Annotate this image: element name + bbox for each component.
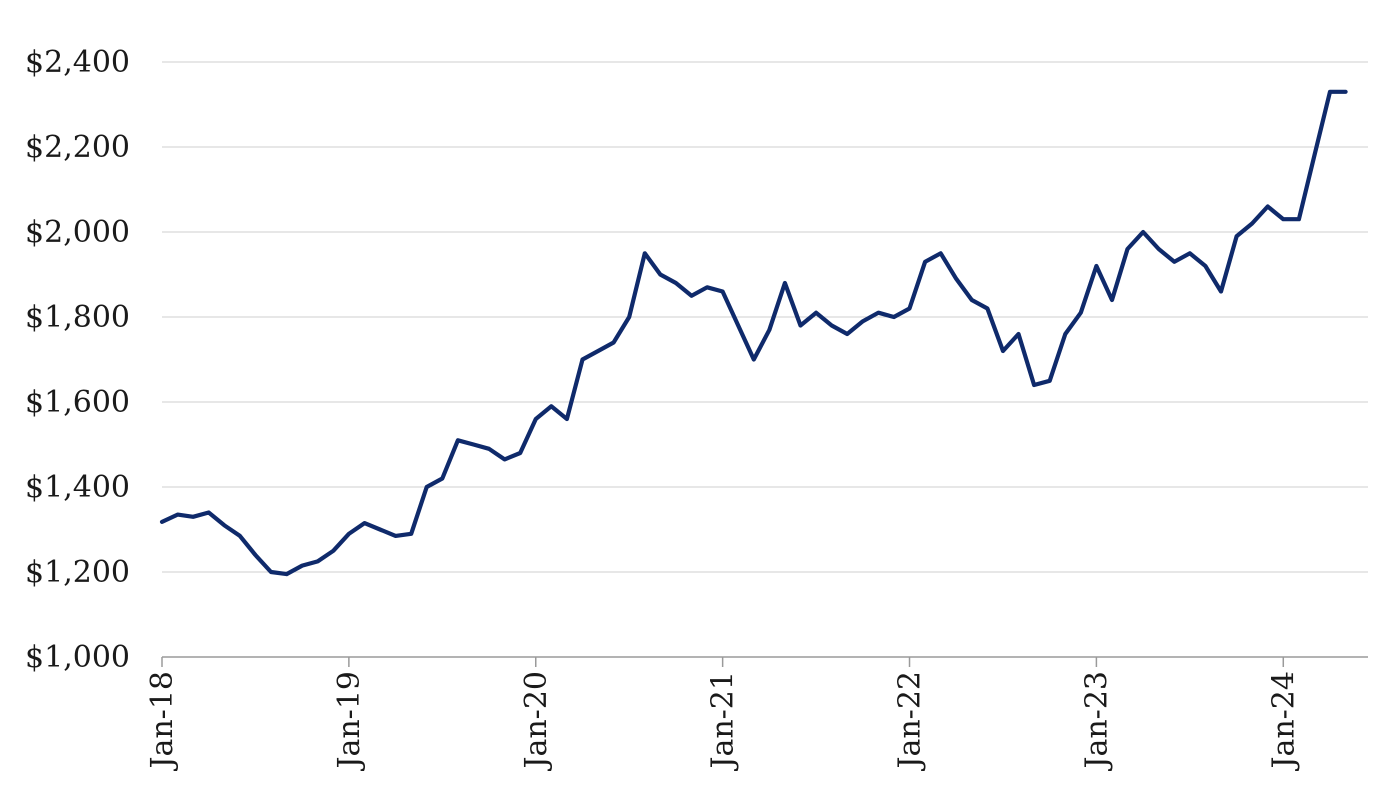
x-tick-label: Jan-20: [519, 671, 554, 772]
x-axis-tick-labels: Jan-18 Jan-19 Jan-20 Jan-21 Jan-22 Jan-23 Jan-…: [145, 671, 1301, 772]
x-tick-label: Jan-23: [1079, 671, 1114, 772]
y-tick-label: $1,600: [25, 385, 130, 420]
y-axis-tick-labels: $1,000 $1,200 $1,400 $1,600 $1,800 $2,000 $2,2…: [25, 45, 130, 675]
y-tick-label: $1,200: [25, 555, 130, 590]
x-tick-label: Jan-22: [893, 671, 928, 772]
x-tick-label: Jan-18: [145, 671, 180, 772]
y-tick-label: $1,800: [25, 300, 130, 335]
series-layer: [159, 89, 1348, 577]
x-tick-label: Jan-21: [706, 671, 741, 772]
y-tick-label: $2,000: [25, 215, 130, 250]
y-tick-label: $1,400: [25, 470, 130, 505]
gridlines: [162, 61, 1368, 573]
x-tick-label: Jan-24: [1266, 671, 1301, 772]
y-tick-label: $1,000: [25, 640, 130, 675]
x-tick-label: Jan-19: [332, 671, 367, 772]
x-axis: [161, 656, 1368, 667]
price-series-line: [159, 89, 1348, 577]
y-tick-label: $2,200: [25, 130, 130, 165]
y-tick-label: $2,400: [25, 45, 130, 80]
